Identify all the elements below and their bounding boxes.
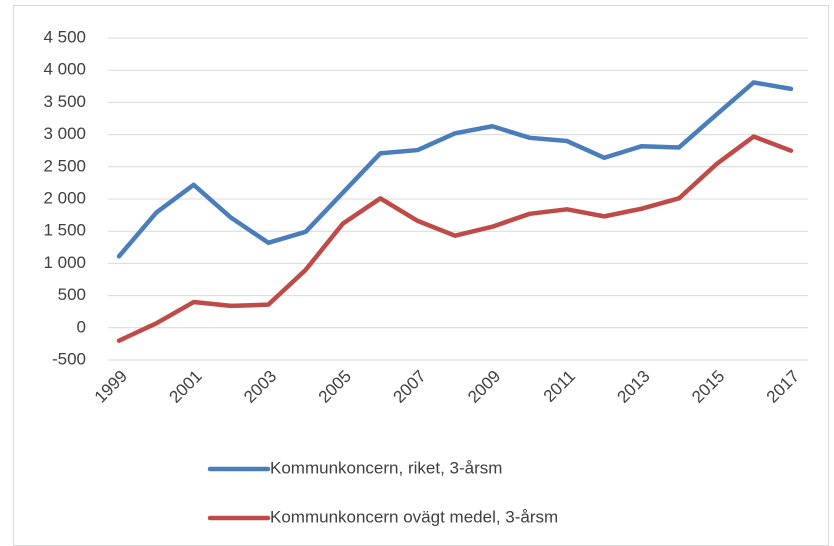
y-tick-label: 2 500	[43, 156, 86, 175]
chart-frame	[13, 5, 829, 546]
y-tick-label: 3 500	[43, 92, 86, 111]
series-line	[116, 134, 794, 343]
y-tick-label: 2 000	[43, 188, 86, 207]
y-tick-label: -500	[52, 349, 86, 368]
y-tick-label: 3 000	[43, 124, 86, 143]
legend-label: Kommunkoncern ovägt medel, 3-årsm	[270, 507, 558, 526]
legend-label: Kommunkoncern, riket, 3-årsm	[270, 458, 502, 477]
series-line	[116, 80, 794, 259]
y-tick-label: 1 500	[43, 221, 86, 240]
y-tick-label: 1 000	[43, 253, 86, 272]
y-tick-label: 0	[77, 317, 86, 336]
y-tick-label: 4 500	[43, 27, 86, 46]
y-tick-label: 500	[58, 285, 86, 304]
y-tick-label: 4 000	[43, 60, 86, 79]
